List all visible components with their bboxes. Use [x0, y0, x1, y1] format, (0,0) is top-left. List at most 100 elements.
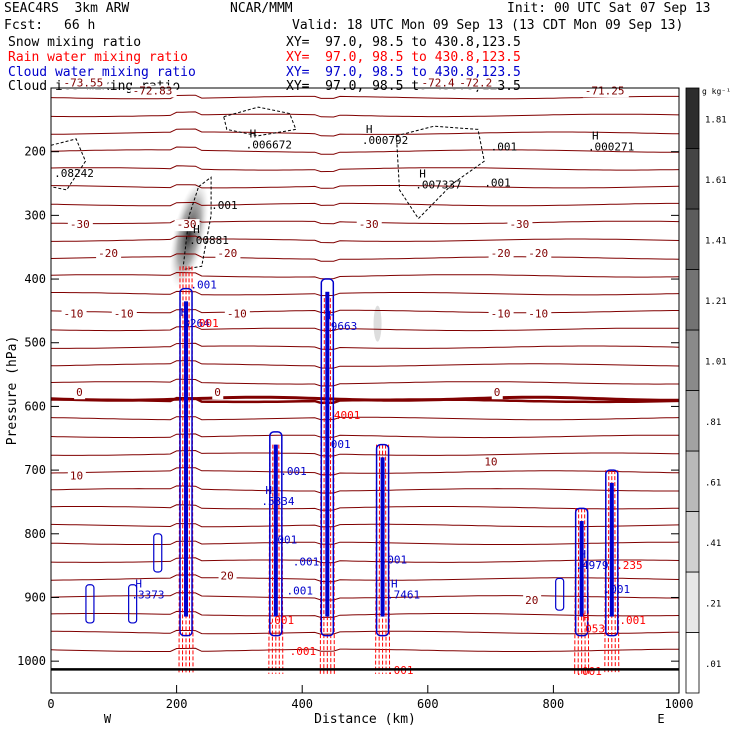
center-name: NCAR/MMM — [230, 1, 293, 16]
field-name-rain: Rain water mixing ratio — [8, 50, 189, 65]
contour-label-bg — [61, 77, 108, 90]
extremum-value-label: .000271 — [588, 140, 634, 153]
temperature-contour — [51, 184, 680, 189]
temperature-contour — [50, 416, 680, 421]
x-tick-label: 0 — [47, 697, 54, 711]
extremum-value-label: .001 — [271, 533, 298, 546]
rain-water-contour — [188, 266, 191, 674]
colorbar-tick-label: 1.21 — [705, 297, 727, 307]
y-tick-label: 500 — [24, 336, 46, 350]
extremum-value-label: .235 — [616, 559, 643, 572]
y-tick-label: 800 — [24, 527, 46, 541]
extremum-value-label: .00881 — [189, 234, 229, 247]
extremum-value-label: .9663 — [324, 320, 357, 333]
temperature-contour — [50, 540, 680, 545]
x-tick-label: 200 — [166, 697, 188, 711]
temperature-contour — [50, 485, 679, 494]
extremum-value-label: .3264 — [177, 317, 210, 330]
max-marker: H — [579, 548, 586, 561]
y-tick-label: 300 — [24, 208, 46, 222]
temperature-label: -30 — [70, 218, 90, 231]
x-end-label-east: E — [657, 712, 664, 726]
y-axis-title: Pressure (hPa) — [5, 336, 20, 446]
temperature-label: -30 — [509, 218, 529, 231]
contour-label-bg — [488, 247, 514, 260]
field-xy-snow: XY= 97.0, 98.5 to 430.8,123.5 — [286, 35, 521, 50]
temperature-contour — [50, 146, 679, 155]
cloud-water-core — [184, 301, 189, 617]
rain-water-contour — [278, 444, 280, 674]
contour-label-bg — [96, 247, 122, 260]
contour-label-bg — [61, 308, 87, 321]
colorbar-segment — [685, 511, 700, 573]
contour-label-bg — [212, 387, 224, 400]
temperature-contour — [50, 574, 680, 583]
contour-label-bg — [67, 219, 93, 232]
rain-water-contour — [378, 444, 381, 674]
rain-water-contour — [323, 298, 325, 674]
rain-water-contour — [182, 266, 184, 674]
colorbar-segment — [685, 148, 700, 210]
rain-water-contour — [607, 470, 610, 674]
cloud-ice-contour — [50, 138, 87, 191]
temperature-label: -73.55 — [64, 77, 104, 90]
contour-label-bg — [419, 77, 459, 90]
cloud-water-contour — [555, 577, 565, 611]
x-end-label-west: W — [104, 712, 112, 726]
extremum-value-label: .001 — [619, 614, 646, 627]
max-marker: H — [592, 129, 599, 142]
temperature-contour — [50, 433, 679, 439]
contour-label-bg — [218, 570, 237, 583]
temperature-contour — [50, 504, 680, 511]
y-tick-label: 200 — [24, 145, 46, 159]
model-name: SEAC4RS 3km ARW — [4, 1, 130, 16]
colorbar-segment — [685, 571, 700, 633]
extremum-value-label: .001 — [484, 177, 511, 190]
colorbar-segment — [685, 329, 700, 391]
temperature-contour — [50, 557, 680, 564]
temperature-contour — [50, 610, 680, 619]
contour-label-bg — [457, 77, 497, 90]
temperature-contour — [50, 647, 679, 652]
cloud-water-core — [579, 521, 584, 617]
cloud-water-contour — [375, 443, 390, 637]
cloud-water-contour — [128, 584, 138, 624]
freezing-level-contour — [50, 395, 679, 402]
temperature-label: -72.83 — [133, 84, 173, 97]
field-name-snow: Snow mixing ratio — [8, 35, 142, 50]
fcst-value: 66 h — [64, 18, 96, 33]
colorbar-tick-label: 1.01 — [705, 357, 727, 367]
rain-water-contour — [577, 508, 580, 674]
colorbar-segment — [685, 87, 700, 149]
temperature-label: -20 — [528, 247, 548, 260]
temperature-label: -30 — [177, 218, 197, 231]
init-time: Init: 00 UTC Sat 07 Sep 13 — [507, 1, 711, 16]
temperature-contour — [50, 378, 679, 387]
extremum-value-label: .08242 — [54, 167, 94, 180]
cloud-water-contour — [320, 278, 335, 637]
extremum-value-label: .007337 — [415, 179, 461, 192]
extremum-value-label: .5334 — [261, 495, 294, 508]
colorbar-segment — [685, 269, 700, 331]
contour-label-bg — [526, 308, 552, 321]
temperature-label: 10 — [484, 456, 497, 469]
temperature-contour — [50, 165, 680, 173]
field-xy-rain: XY= 97.0, 98.5 to 430.8,123.5 — [286, 50, 521, 65]
contour-label-bg — [523, 594, 542, 607]
cloud-water-contour — [605, 469, 619, 637]
max-marker: H — [181, 306, 188, 319]
cloud-water-core — [325, 291, 330, 617]
contour-label-bg — [491, 387, 503, 400]
x-axis-title: Distance (km) — [314, 712, 416, 727]
extremum-value-label: .001 — [293, 556, 320, 569]
y-tick-label: 1000 — [17, 654, 46, 668]
cloud-water-core — [609, 482, 614, 617]
contour-label-bg — [67, 470, 86, 483]
rain-water-contour — [614, 470, 616, 674]
temperature-contour — [51, 342, 680, 350]
colorbar-tick-label: .81 — [705, 418, 721, 428]
temperature-contour — [51, 235, 680, 244]
extremum-value-label: .001 — [190, 279, 217, 292]
